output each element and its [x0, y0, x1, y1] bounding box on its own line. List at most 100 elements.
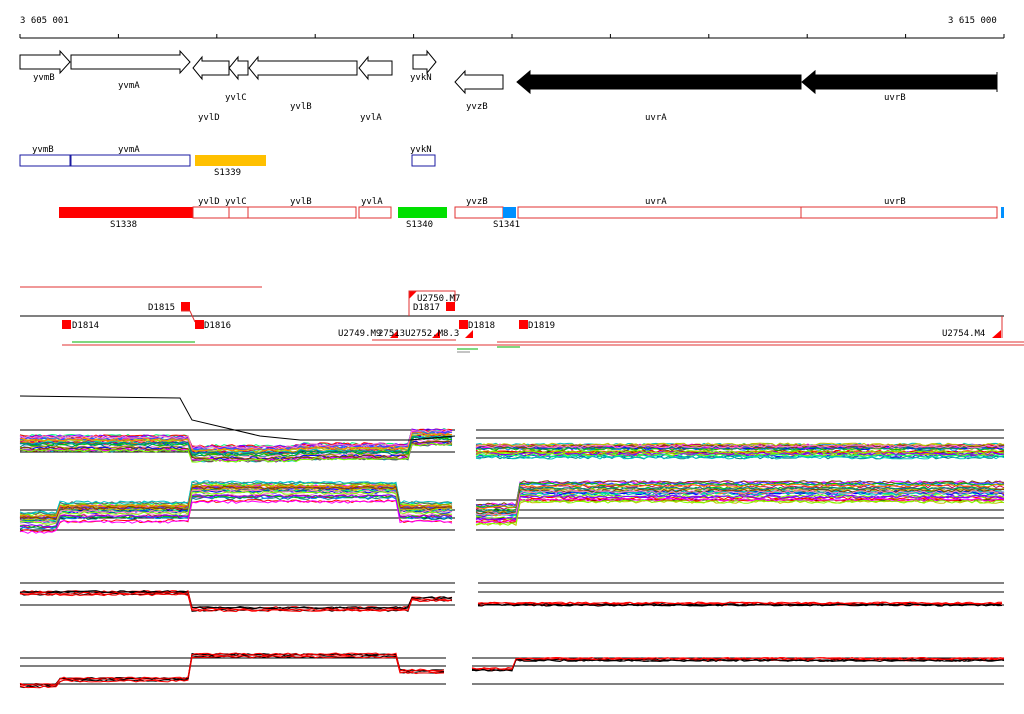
tu-bracket-D1815	[181, 310, 196, 323]
feature-label-uvrB: uvrB	[884, 197, 906, 207]
tu-label-U2754: U2754.M4	[942, 329, 985, 339]
tu-marker-D1816[interactable]	[195, 320, 204, 329]
feature-label-yvlB: yvlB	[290, 197, 312, 207]
profile-trace	[19, 499, 453, 534]
gene-arrow-yvlB[interactable]	[248, 55, 358, 81]
tu-label-D1816: D1816	[204, 321, 231, 331]
feature-box-yvlC[interactable]	[228, 206, 249, 219]
profile-trace	[475, 483, 1005, 510]
tu-label-U2750: U2750.M7	[417, 294, 460, 304]
expression-panel-2	[19, 480, 1005, 534]
gene-arrow-uvrA[interactable]	[516, 69, 802, 95]
profile-trace	[471, 657, 1005, 670]
feature-box-uvrA[interactable]	[517, 206, 802, 219]
profile-trace	[477, 601, 1003, 605]
gene-label-yvlA: yvlA	[360, 113, 382, 123]
feature-label-yvmA: yvmA	[118, 145, 140, 155]
profile-trace	[19, 440, 453, 460]
gene-label-yvlB: yvlB	[290, 102, 312, 112]
gene-label-yvzB: yvzB	[466, 102, 488, 112]
tu-marker-D1818[interactable]	[459, 320, 468, 329]
tu-label-D1814: D1814	[72, 321, 99, 331]
gene-arrow-yvlC[interactable]	[228, 55, 249, 81]
coordinate-ruler: 3 605 001 3 615 000	[19, 16, 1005, 39]
gene-arrow-yvzB[interactable]	[454, 69, 504, 95]
profile-trace	[475, 486, 1005, 513]
tu-marker-U2749[interactable]	[390, 330, 398, 338]
gene-arrow-yvkN[interactable]	[412, 49, 437, 75]
segment-label-S1341: S1341	[493, 220, 520, 230]
profile-trace	[475, 499, 1005, 526]
tu-label-D1817: D1817	[413, 303, 440, 313]
profile-trace	[471, 658, 1005, 672]
feature-box-yvmB[interactable]	[19, 154, 71, 167]
tu-marker-U2751[interactable]	[432, 330, 440, 338]
profile-trace	[19, 499, 453, 533]
profile-trace	[19, 494, 453, 528]
segment-label-S1338: S1338	[110, 220, 137, 230]
tu-label-D1819: D1819	[528, 321, 555, 331]
feature-label-yvlD: yvlD	[198, 197, 220, 207]
feature-label-yvlC: yvlC	[225, 197, 247, 207]
expression-profile-panels	[19, 395, 1005, 689]
gene-arrow-track: yvmB yvmA yvlD yvlC yvlB yvlA yvkN yvzB …	[19, 49, 998, 123]
gene-arrow-yvlD[interactable]	[192, 55, 230, 81]
profile-trace	[19, 491, 453, 525]
feature-box-yvzB[interactable]	[454, 206, 504, 219]
gene-arrow-yvmB[interactable]	[19, 49, 71, 75]
profile-trace	[475, 449, 1004, 455]
feature-box-yvlA[interactable]	[358, 206, 392, 219]
tu-marker-U2754[interactable]	[992, 330, 1001, 338]
tu-marker-U2750[interactable]	[409, 291, 417, 299]
feature-label-yvlA: yvlA	[361, 197, 383, 207]
gene-label-uvrA: uvrA	[645, 113, 667, 123]
profile-trace	[19, 652, 445, 686]
segment-label-S1339: S1339	[214, 168, 241, 178]
segment-S1338[interactable]	[59, 207, 193, 218]
segment-edge-marker	[1001, 207, 1004, 218]
tu-label-U2749: U2749.M9	[338, 329, 381, 339]
profile-trace	[475, 490, 1005, 516]
tu-marker-D1819[interactable]	[519, 320, 528, 329]
segment-S1341[interactable]	[503, 207, 516, 218]
profile-trace	[19, 590, 453, 610]
segment-S1340[interactable]	[398, 207, 447, 218]
segment-label-S1340: S1340	[406, 220, 433, 230]
feature-box-yvkN[interactable]	[411, 154, 436, 167]
profile-trace	[19, 441, 453, 462]
plus-strand-feature-track: yvmB yvmA S1339 yvkN	[19, 145, 436, 178]
tu-label-overlap: 27513U2752.M8.3	[378, 329, 459, 339]
profile-trace	[19, 593, 453, 613]
gene-arrow-uvrB[interactable]	[801, 69, 998, 95]
profile-trace	[19, 429, 453, 450]
ruler-end-label: 3 615 000	[948, 16, 997, 26]
feature-box-yvlB[interactable]	[247, 206, 357, 219]
tu-marker-D1815[interactable]	[181, 302, 190, 311]
feature-box-uvrB[interactable]	[800, 206, 998, 219]
minus-strand-feature-track: S1338 yvlD yvlC yvlB yvlA S1340 yvzB S13…	[59, 197, 1004, 230]
transcription-unit-track: D1815 U2750.M7 D1817 D1814 D1816 U2749.M…	[20, 286, 1024, 353]
tu-marker-D1814[interactable]	[62, 320, 71, 329]
profile-trace	[475, 494, 1005, 520]
profile-trace	[475, 497, 1005, 525]
profile-trace	[19, 655, 445, 689]
profile-trace	[19, 435, 453, 456]
gene-arrow-yvlA[interactable]	[358, 55, 393, 81]
gene-label-yvlD: yvlD	[198, 113, 220, 123]
feature-box-yvmA[interactable]	[70, 154, 191, 167]
tu-marker-U2752[interactable]	[465, 330, 473, 338]
profile-trace	[475, 487, 1005, 514]
profile-trace	[475, 442, 1005, 447]
feature-box-yvlD[interactable]	[192, 206, 230, 219]
profile-trace	[19, 591, 453, 611]
profile-trace	[475, 451, 1005, 456]
gene-arrow-yvmA[interactable]	[70, 49, 191, 75]
profile-trace	[20, 653, 445, 686]
profile-trace	[19, 485, 453, 520]
tu-bracket-U2750	[408, 290, 456, 316]
segment-S1339[interactable]	[195, 155, 266, 166]
gene-label-uvrB: uvrB	[884, 93, 906, 103]
tu-marker-D1817[interactable]	[446, 302, 455, 311]
ruler-start-label: 3 605 001	[20, 16, 69, 26]
